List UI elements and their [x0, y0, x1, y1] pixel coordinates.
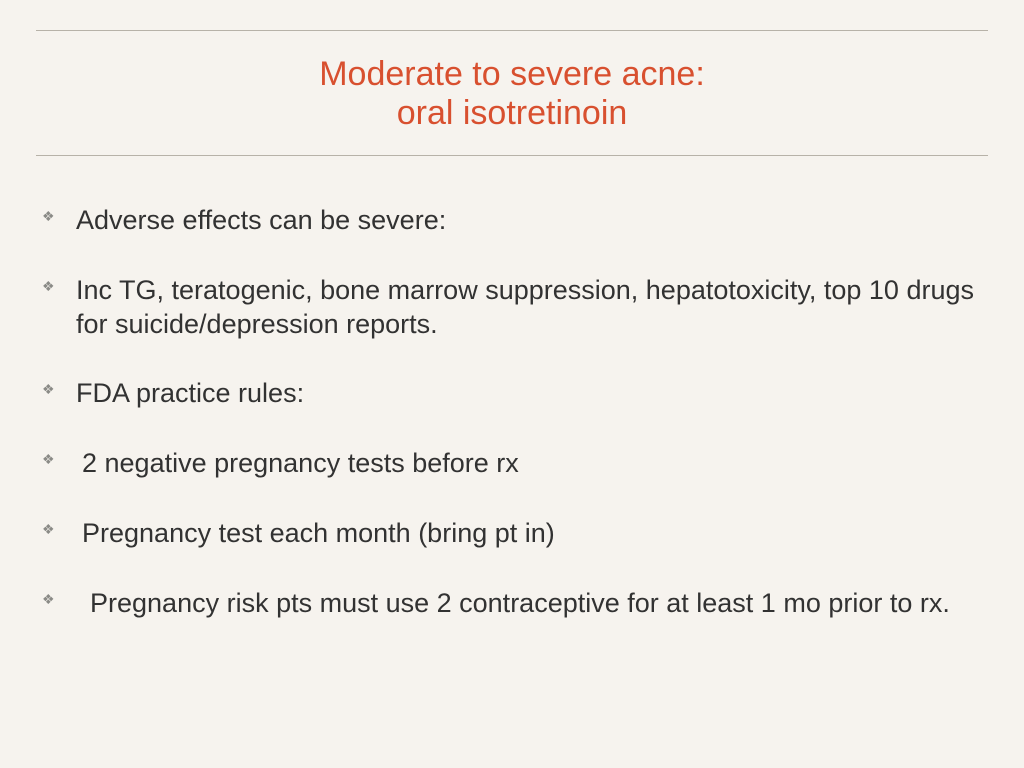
slide: Moderate to severe acne: oral isotretino…: [0, 0, 1024, 768]
content-area: Adverse effects can be severe: Inc TG, t…: [36, 156, 988, 620]
title-line-1: Moderate to severe acne:: [36, 55, 988, 94]
title-block: Moderate to severe acne: oral isotretino…: [36, 31, 988, 155]
bullet-list: Adverse effects can be severe: Inc TG, t…: [40, 204, 984, 620]
bullet-text: 2 negative pregnancy tests before rx: [82, 448, 519, 478]
list-item: Adverse effects can be severe:: [40, 204, 984, 238]
bullet-text: FDA practice rules:: [76, 378, 304, 408]
list-item: FDA practice rules:: [40, 377, 984, 411]
bullet-text: Pregnancy risk pts must use 2 contracept…: [90, 588, 950, 618]
list-item: Pregnancy test each month (bring pt in): [40, 517, 984, 551]
bullet-text: Adverse effects can be severe:: [76, 205, 446, 235]
bullet-text: Inc TG, teratogenic, bone marrow suppres…: [76, 275, 974, 339]
list-item: Pregnancy risk pts must use 2 contracept…: [40, 587, 984, 621]
list-item: 2 negative pregnancy tests before rx: [40, 447, 984, 481]
title-line-2: oral isotretinoin: [36, 94, 988, 133]
bullet-text: Pregnancy test each month (bring pt in): [82, 518, 555, 548]
list-item: Inc TG, teratogenic, bone marrow suppres…: [40, 274, 984, 342]
